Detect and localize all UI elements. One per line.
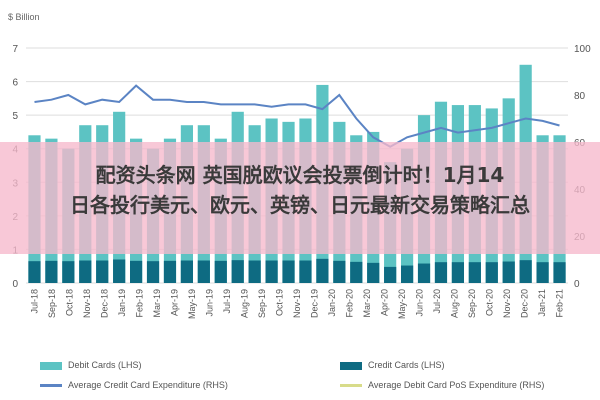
legend-item-credit-cards: Credit Cards (LHS): [340, 360, 445, 370]
x-tick-label: Aug-19: [240, 289, 250, 318]
x-tick-label: May-20: [397, 289, 407, 319]
x-tick-label: Dec-18: [100, 289, 110, 318]
bar-credit: [45, 260, 58, 283]
x-tick-label: Nov-20: [502, 289, 512, 318]
bar-credit: [468, 262, 481, 283]
legend: Debit Cards (LHS) Credit Cards (LHS) Ave…: [40, 358, 600, 398]
series-lines: [34, 84, 560, 148]
x-tick-label: Feb-21: [554, 289, 564, 318]
bar-credit: [451, 262, 465, 283]
bar-credit: [502, 261, 515, 283]
legend-swatch-debit: [40, 361, 62, 370]
bar-credit: [434, 262, 448, 283]
unit-label: $ Billion: [8, 12, 40, 22]
legend-item-avg-credit-exp: Average Credit Card Expenditure (RHS): [40, 380, 228, 390]
x-tick-label: Dec-19: [309, 289, 319, 318]
x-tick-label: Jul-20: [432, 289, 442, 314]
bar-credit: [214, 260, 227, 283]
bar-credit: [180, 260, 194, 283]
x-tick-label: Apr-19: [170, 289, 180, 316]
legend-item-avg-debit-exp: Average Debit Card PoS Expenditure (RHS): [340, 380, 544, 390]
bar-credit: [197, 260, 210, 283]
y-left-tick-label: 5: [12, 111, 18, 122]
bar-credit: [519, 260, 532, 283]
x-tick-label: Jul-19: [222, 289, 232, 314]
legend-label: Average Credit Card Expenditure (RHS): [68, 380, 228, 390]
bar-credit: [282, 260, 295, 283]
x-tick-label: Jul-18: [30, 289, 40, 314]
x-tick-label: Nov-18: [82, 289, 92, 318]
bar-credit: [417, 263, 431, 283]
x-tick-label: Jan-21: [537, 289, 547, 317]
x-tick-label: Jan-19: [117, 289, 127, 317]
bar-credit: [485, 262, 498, 283]
x-tick-label: Mar-20: [362, 289, 372, 318]
x-tick-label: Sep-20: [467, 289, 477, 318]
x-tick-label: Sep-18: [47, 289, 57, 318]
legend-line-debit-exp: [340, 384, 362, 388]
bar-credit: [350, 261, 363, 283]
x-tick-label: Feb-19: [135, 289, 145, 318]
x-tick-label: Nov-19: [292, 289, 302, 318]
legend-line-credit-exp: [40, 384, 62, 388]
x-tick-label: Feb-20: [344, 289, 354, 318]
x-tick-label: Apr-20: [379, 289, 389, 316]
legend-label: Credit Cards (LHS): [368, 360, 445, 370]
bar-credit: [400, 265, 414, 283]
y-right-tick-label: 100: [574, 44, 591, 55]
x-tick-label: Jan-20: [327, 289, 337, 317]
bar-credit: [536, 262, 549, 283]
bar-credit: [163, 260, 177, 283]
bar-credit: [248, 260, 261, 283]
y-right-tick-label: 0: [574, 279, 580, 290]
line-avg-credit-expenditure: [34, 84, 560, 148]
legend-item-debit-cards: Debit Cards (LHS): [40, 360, 142, 370]
overlay-banner-text: 配资头条网 英国脱欧议会投票倒计时！1月14 日各投行美元、欧元、英镑、日元最新…: [0, 160, 600, 220]
x-tick-label: Oct-18: [65, 289, 75, 316]
bar-credit: [113, 259, 126, 283]
legend-label: Average Debit Card PoS Expenditure (RHS): [368, 380, 545, 390]
x-tick-label: May-19: [187, 289, 197, 319]
bar-credit: [129, 260, 143, 283]
bar-credit: [79, 260, 92, 283]
bar-credit: [231, 260, 244, 283]
x-tick-label: Jun-19: [205, 289, 215, 317]
bar-credit: [96, 260, 109, 283]
bar-credit: [384, 266, 397, 283]
bar-credit: [28, 261, 41, 283]
x-tick-label: Aug-20: [449, 289, 459, 318]
x-tick-label: Oct-20: [484, 289, 494, 316]
bar-credit: [146, 261, 160, 283]
x-tick-label: Oct-19: [275, 289, 285, 316]
y-left-tick-label: 0: [12, 279, 18, 290]
bar-credit: [333, 260, 346, 283]
bar-credit: [299, 260, 312, 283]
bar-credit: [62, 261, 75, 283]
x-tick-label: Mar-19: [152, 289, 162, 318]
legend-label: Debit Cards (LHS): [68, 360, 142, 370]
x-tick-label: Sep-19: [257, 289, 267, 318]
y-right-tick-label: 80: [574, 91, 586, 102]
bar-credit: [316, 258, 329, 283]
y-left-tick-label: 7: [12, 44, 18, 55]
x-axis: Jul-18 Sep-18 Oct-18 Nov-18 Dec-18 Jan-19 Feb-…: [30, 289, 565, 319]
banner-line-2: 日各投行美元、欧元、英镑、日元最新交易策略汇总: [70, 193, 530, 217]
x-tick-label: Dec-20: [519, 289, 529, 318]
legend-swatch-credit: [340, 361, 362, 370]
overlay-banner: [0, 142, 600, 254]
bar-credit: [367, 262, 380, 283]
banner-line-1: 配资头条网 英国脱欧议会投票倒计时！1月14: [95, 163, 505, 187]
x-tick-label: Jun-20: [414, 289, 424, 317]
bar-credit: [265, 260, 278, 283]
y-left-tick-label: 6: [12, 78, 18, 89]
bar-credit: [553, 262, 566, 283]
